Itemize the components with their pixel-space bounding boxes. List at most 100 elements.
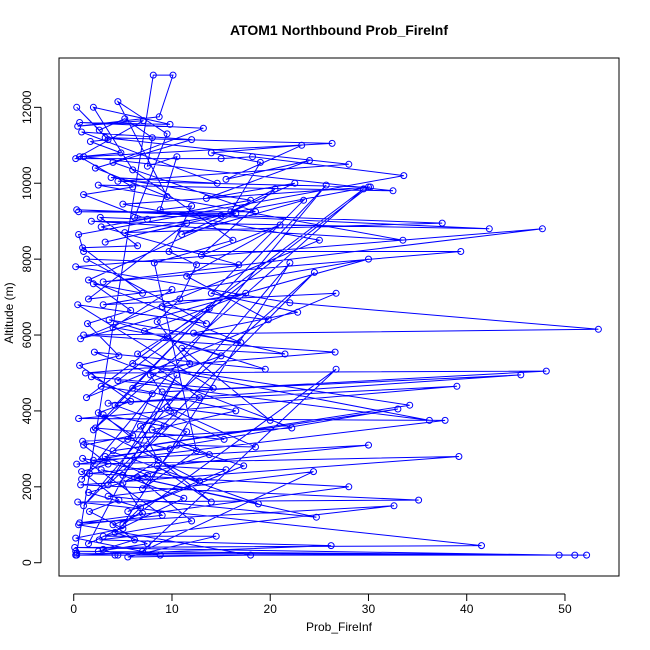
data-point: [571, 551, 579, 559]
data-point: [87, 217, 95, 225]
data-point: [209, 384, 217, 392]
data-point: [148, 390, 156, 398]
data-point: [129, 384, 137, 392]
data-point: [89, 456, 97, 464]
data-point: [124, 508, 132, 515]
data-point: [74, 122, 82, 130]
data-point: [166, 445, 174, 453]
data-point: [86, 138, 94, 145]
data-point: [80, 153, 88, 161]
y-axis-label: Altitude (m): [2, 282, 16, 343]
data-point: [141, 327, 148, 335]
data-point: [517, 371, 525, 379]
data-point: [183, 272, 191, 280]
data-point: [73, 460, 81, 468]
data-point: [143, 540, 151, 548]
data-point: [124, 435, 132, 443]
data-point: [129, 183, 137, 191]
data-point: [96, 213, 104, 221]
data-point: [109, 158, 117, 166]
data-point: [139, 547, 146, 555]
data-point: [119, 525, 127, 533]
data-point: [202, 320, 210, 328]
data-point: [119, 521, 127, 529]
data-point: [249, 153, 256, 161]
x-tick-label: 30: [362, 602, 376, 616]
data-point: [80, 502, 88, 510]
data-point: [538, 225, 546, 233]
data-point: [143, 215, 151, 223]
data-point: [134, 350, 142, 358]
data-point: [101, 453, 109, 460]
data-point: [80, 441, 88, 449]
data-point: [166, 120, 174, 128]
data-point: [139, 289, 146, 297]
data-point: [312, 513, 320, 521]
data-point: [173, 371, 181, 379]
data-point: [183, 219, 191, 227]
data-point: [76, 361, 84, 369]
data-point: [78, 128, 86, 136]
data-point: [134, 242, 142, 250]
data-point: [281, 350, 289, 358]
data-point: [114, 551, 122, 559]
data-point: [193, 261, 200, 269]
data-point: [119, 200, 127, 208]
data-point: [131, 213, 139, 221]
data-point: [97, 466, 105, 474]
data-point: [399, 236, 407, 244]
data-point: [105, 316, 113, 324]
data-point: [542, 367, 550, 375]
data-point: [109, 447, 117, 455]
data-point: [99, 532, 107, 540]
data-point: [72, 155, 80, 163]
data-point: [366, 183, 374, 191]
y-tick-label: 6000: [20, 321, 34, 348]
data-point: [91, 164, 99, 172]
data-point: [207, 149, 215, 157]
data-point: [247, 551, 255, 559]
data-point: [240, 462, 248, 470]
data-point: [252, 443, 259, 451]
data-point: [111, 528, 119, 536]
data-point: [264, 316, 272, 324]
data-point: [149, 71, 157, 79]
x-tick-label: 40: [460, 602, 474, 616]
data-point: [114, 177, 122, 185]
data-point: [332, 365, 340, 373]
data-point: [86, 470, 93, 477]
data-point: [594, 325, 602, 333]
data-point: [84, 320, 91, 328]
data-point: [193, 447, 200, 455]
data-point: [156, 551, 164, 559]
data-point: [310, 468, 317, 476]
data-point: [87, 373, 95, 381]
data-point: [71, 544, 79, 551]
data-point: [79, 437, 87, 445]
data-point: [360, 185, 368, 193]
data-point: [89, 426, 97, 434]
data-point: [85, 295, 92, 303]
data-point: [331, 348, 339, 356]
data-point: [101, 238, 109, 246]
data-point: [119, 479, 127, 487]
data-point: [80, 191, 88, 199]
data-point: [390, 502, 398, 510]
data-point: [237, 339, 245, 347]
data-point: [139, 485, 146, 493]
data-point: [111, 551, 119, 559]
data-point: [176, 295, 184, 303]
data-point: [79, 244, 87, 252]
data-point: [115, 496, 123, 504]
data-point: [85, 276, 92, 284]
data-point: [217, 212, 225, 219]
data-point: [165, 248, 173, 255]
data-point: [143, 471, 151, 479]
data-point: [254, 500, 262, 508]
data-point: [196, 394, 203, 402]
data-point: [365, 255, 372, 263]
data-point: [153, 318, 161, 326]
data-point: [94, 409, 102, 417]
data-point: [97, 223, 105, 231]
data-point: [91, 424, 99, 432]
